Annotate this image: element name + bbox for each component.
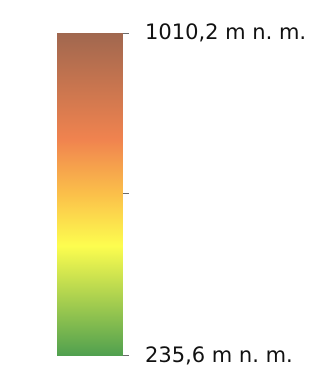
min-elevation-label: 235,6 m n. m.: [145, 343, 293, 367]
tick-mid: [123, 193, 129, 194]
tick-max: [123, 33, 129, 34]
elevation-color-bar: [57, 33, 123, 356]
tick-min: [123, 355, 129, 356]
max-elevation-label: 1010,2 m n. m.: [145, 20, 307, 44]
